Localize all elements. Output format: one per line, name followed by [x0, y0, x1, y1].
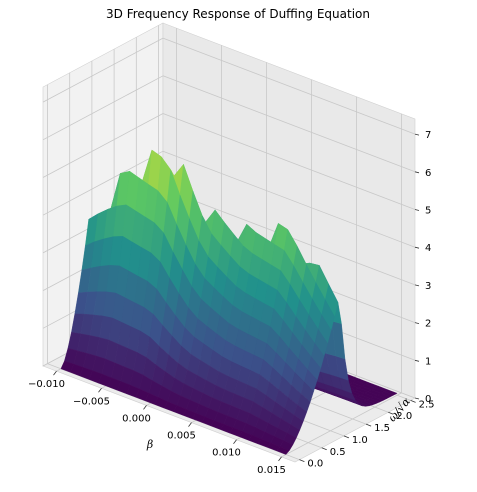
grid-line-x [281, 392, 402, 458]
z-tick-label: 2 [425, 319, 431, 330]
x-tick-mark [188, 422, 192, 427]
x-tick-label: 0.010 [212, 448, 241, 459]
grid-line-z [42, 150, 164, 216]
axis-ticks: −0.010 −0.005 0.000 0.005 0.010 0.015 0.0 0.5 1.… [28, 130, 435, 476]
y-tick-mark [343, 435, 350, 439]
x-tick-label: 0.015 [257, 465, 286, 476]
grid-line-z [42, 113, 164, 178]
y-tick-label: 0.0 [307, 459, 323, 470]
surface-plot [60, 149, 398, 455]
z-tick-label: 1 [425, 356, 431, 367]
x-tick-label: −0.005 [73, 396, 110, 407]
y-tick-mark [410, 400, 416, 403]
surface-patch [276, 446, 290, 455]
x-tick-label: −0.010 [28, 379, 65, 390]
x-tick-mark [53, 370, 57, 376]
chart-title: 3D Frequency Response of Duffing Equatio… [106, 7, 370, 21]
z-tick-label: 3 [425, 281, 431, 292]
x-tick-mark [143, 405, 147, 410]
z-tick-label: 4 [425, 243, 431, 254]
z-tick-mark [414, 359, 420, 362]
z-tick-label: 7 [425, 130, 431, 141]
y-tick-mark [365, 423, 372, 427]
x-axis-label: β [146, 438, 153, 451]
y-tick-label: 1.5 [374, 423, 390, 434]
z-tick-label: 5 [425, 206, 431, 217]
y-tick-mark [321, 447, 327, 451]
x-tick-label: 0.000 [122, 413, 151, 424]
grid-line-z [162, 37, 416, 135]
grid-line-z [162, 75, 416, 173]
y-tick-label: 1.0 [352, 435, 368, 446]
grid-line-z [162, 150, 416, 248]
z-tick-mark [414, 133, 420, 136]
y-tick-label: 0.5 [330, 447, 346, 458]
z-tick-mark [414, 397, 420, 400]
z-tick-mark [414, 209, 420, 211]
z-tick-mark [414, 322, 420, 324]
x-tick-mark [233, 439, 237, 444]
grid-line-z [162, 113, 416, 210]
y-tick-mark [299, 459, 305, 462]
x-tick-label: 0.005 [167, 431, 196, 442]
z-tick-mark [414, 171, 420, 174]
y-tick-mark [388, 411, 394, 415]
y-tick-label: 2.0 [396, 411, 412, 422]
x-tick-mark [278, 456, 282, 462]
z-tick-label: 6 [425, 168, 431, 179]
z-tick-mark [414, 246, 420, 249]
z-tick-label: 0 [425, 394, 431, 405]
x-tick-mark [98, 388, 102, 393]
z-tick-mark [414, 284, 420, 287]
grid-line-z [42, 37, 164, 103]
y-tick-label: 2.5 [419, 399, 435, 410]
grid-line-z [42, 75, 164, 141]
